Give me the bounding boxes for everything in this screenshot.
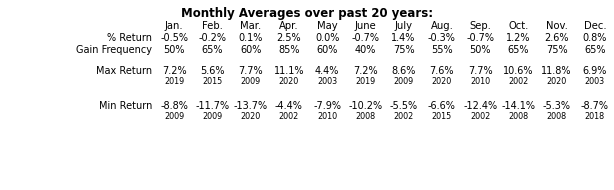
Text: 1.2%: 1.2% (506, 33, 530, 43)
Text: 2020: 2020 (279, 77, 299, 86)
Text: -12.4%: -12.4% (463, 101, 497, 111)
Text: -6.6%: -6.6% (428, 101, 456, 111)
Text: 2008: 2008 (356, 112, 375, 121)
Text: July: July (395, 21, 413, 31)
Text: Apr.: Apr. (279, 21, 298, 31)
Text: Jan.: Jan. (165, 21, 184, 31)
Text: 7.7%: 7.7% (468, 66, 492, 76)
Text: 2015: 2015 (202, 77, 222, 86)
Text: -0.2%: -0.2% (198, 33, 227, 43)
Text: 10.6%: 10.6% (503, 66, 534, 76)
Text: 0.1%: 0.1% (238, 33, 263, 43)
Text: Oct.: Oct. (508, 21, 529, 31)
Text: 65%: 65% (201, 45, 223, 55)
Text: 2010: 2010 (317, 112, 337, 121)
Text: 0.8%: 0.8% (583, 33, 607, 43)
Text: 75%: 75% (546, 45, 567, 55)
Text: 2003: 2003 (585, 77, 605, 86)
Text: 2003: 2003 (317, 77, 337, 86)
Text: 2002: 2002 (470, 112, 490, 121)
Text: 40%: 40% (355, 45, 376, 55)
Text: 8.6%: 8.6% (392, 66, 416, 76)
Text: Aug.: Aug. (430, 21, 453, 31)
Text: 2020: 2020 (432, 77, 452, 86)
Text: -0.3%: -0.3% (428, 33, 456, 43)
Text: 2008: 2008 (508, 112, 529, 121)
Text: 6.9%: 6.9% (583, 66, 607, 76)
Text: 11.8%: 11.8% (542, 66, 572, 76)
Text: -14.1%: -14.1% (502, 101, 535, 111)
Text: Feb.: Feb. (202, 21, 223, 31)
Text: 1.4%: 1.4% (392, 33, 416, 43)
Text: 2010: 2010 (470, 77, 490, 86)
Text: Max Return: Max Return (96, 66, 152, 76)
Text: -5.3%: -5.3% (543, 101, 570, 111)
Text: 60%: 60% (240, 45, 262, 55)
Text: 2020: 2020 (241, 112, 261, 121)
Text: 60%: 60% (316, 45, 338, 55)
Text: 75%: 75% (393, 45, 414, 55)
Text: 2019: 2019 (356, 77, 376, 86)
Text: Nov.: Nov. (546, 21, 567, 31)
Text: -0.7%: -0.7% (351, 33, 379, 43)
Text: -8.8%: -8.8% (160, 101, 188, 111)
Text: 2019: 2019 (164, 77, 184, 86)
Text: % Return: % Return (107, 33, 152, 43)
Text: 2018: 2018 (585, 112, 605, 121)
Text: 2020: 2020 (546, 77, 567, 86)
Text: 2.5%: 2.5% (276, 33, 301, 43)
Text: -10.2%: -10.2% (348, 101, 383, 111)
Text: 2008: 2008 (546, 112, 567, 121)
Text: June: June (354, 21, 376, 31)
Text: -0.5%: -0.5% (160, 33, 188, 43)
Text: Mar.: Mar. (240, 21, 261, 31)
Text: -11.7%: -11.7% (195, 101, 230, 111)
Text: 50%: 50% (163, 45, 185, 55)
Text: 5.6%: 5.6% (200, 66, 225, 76)
Text: 85%: 85% (278, 45, 300, 55)
Text: 2002: 2002 (508, 77, 529, 86)
Text: 4.4%: 4.4% (315, 66, 340, 76)
Text: 65%: 65% (584, 45, 605, 55)
Text: Dec.: Dec. (583, 21, 606, 31)
Text: 50%: 50% (469, 45, 491, 55)
Text: 2009: 2009 (394, 77, 414, 86)
Text: 7.2%: 7.2% (353, 66, 378, 76)
Text: 55%: 55% (431, 45, 453, 55)
Text: 7.7%: 7.7% (238, 66, 263, 76)
Text: 7.2%: 7.2% (162, 66, 187, 76)
Text: 11.1%: 11.1% (274, 66, 304, 76)
Text: 2.6%: 2.6% (545, 33, 569, 43)
Text: 65%: 65% (508, 45, 529, 55)
Text: 2002: 2002 (394, 112, 414, 121)
Text: May: May (317, 21, 338, 31)
Text: Monthly Averages over past 20 years:: Monthly Averages over past 20 years: (181, 7, 433, 20)
Text: Gain Frequency: Gain Frequency (76, 45, 152, 55)
Text: 7.6%: 7.6% (430, 66, 454, 76)
Text: -0.7%: -0.7% (466, 33, 494, 43)
Text: Min Return: Min Return (99, 101, 152, 111)
Text: Sep.: Sep. (469, 21, 491, 31)
Text: -7.9%: -7.9% (313, 101, 341, 111)
Text: 2015: 2015 (432, 112, 452, 121)
Text: 2009: 2009 (202, 112, 222, 121)
Text: -5.5%: -5.5% (389, 101, 418, 111)
Text: 2009: 2009 (164, 112, 184, 121)
Text: -8.7%: -8.7% (581, 101, 609, 111)
Text: 2009: 2009 (241, 77, 261, 86)
Text: 2002: 2002 (279, 112, 299, 121)
Text: -4.4%: -4.4% (275, 101, 303, 111)
Text: 0.0%: 0.0% (315, 33, 340, 43)
Text: -13.7%: -13.7% (233, 101, 268, 111)
